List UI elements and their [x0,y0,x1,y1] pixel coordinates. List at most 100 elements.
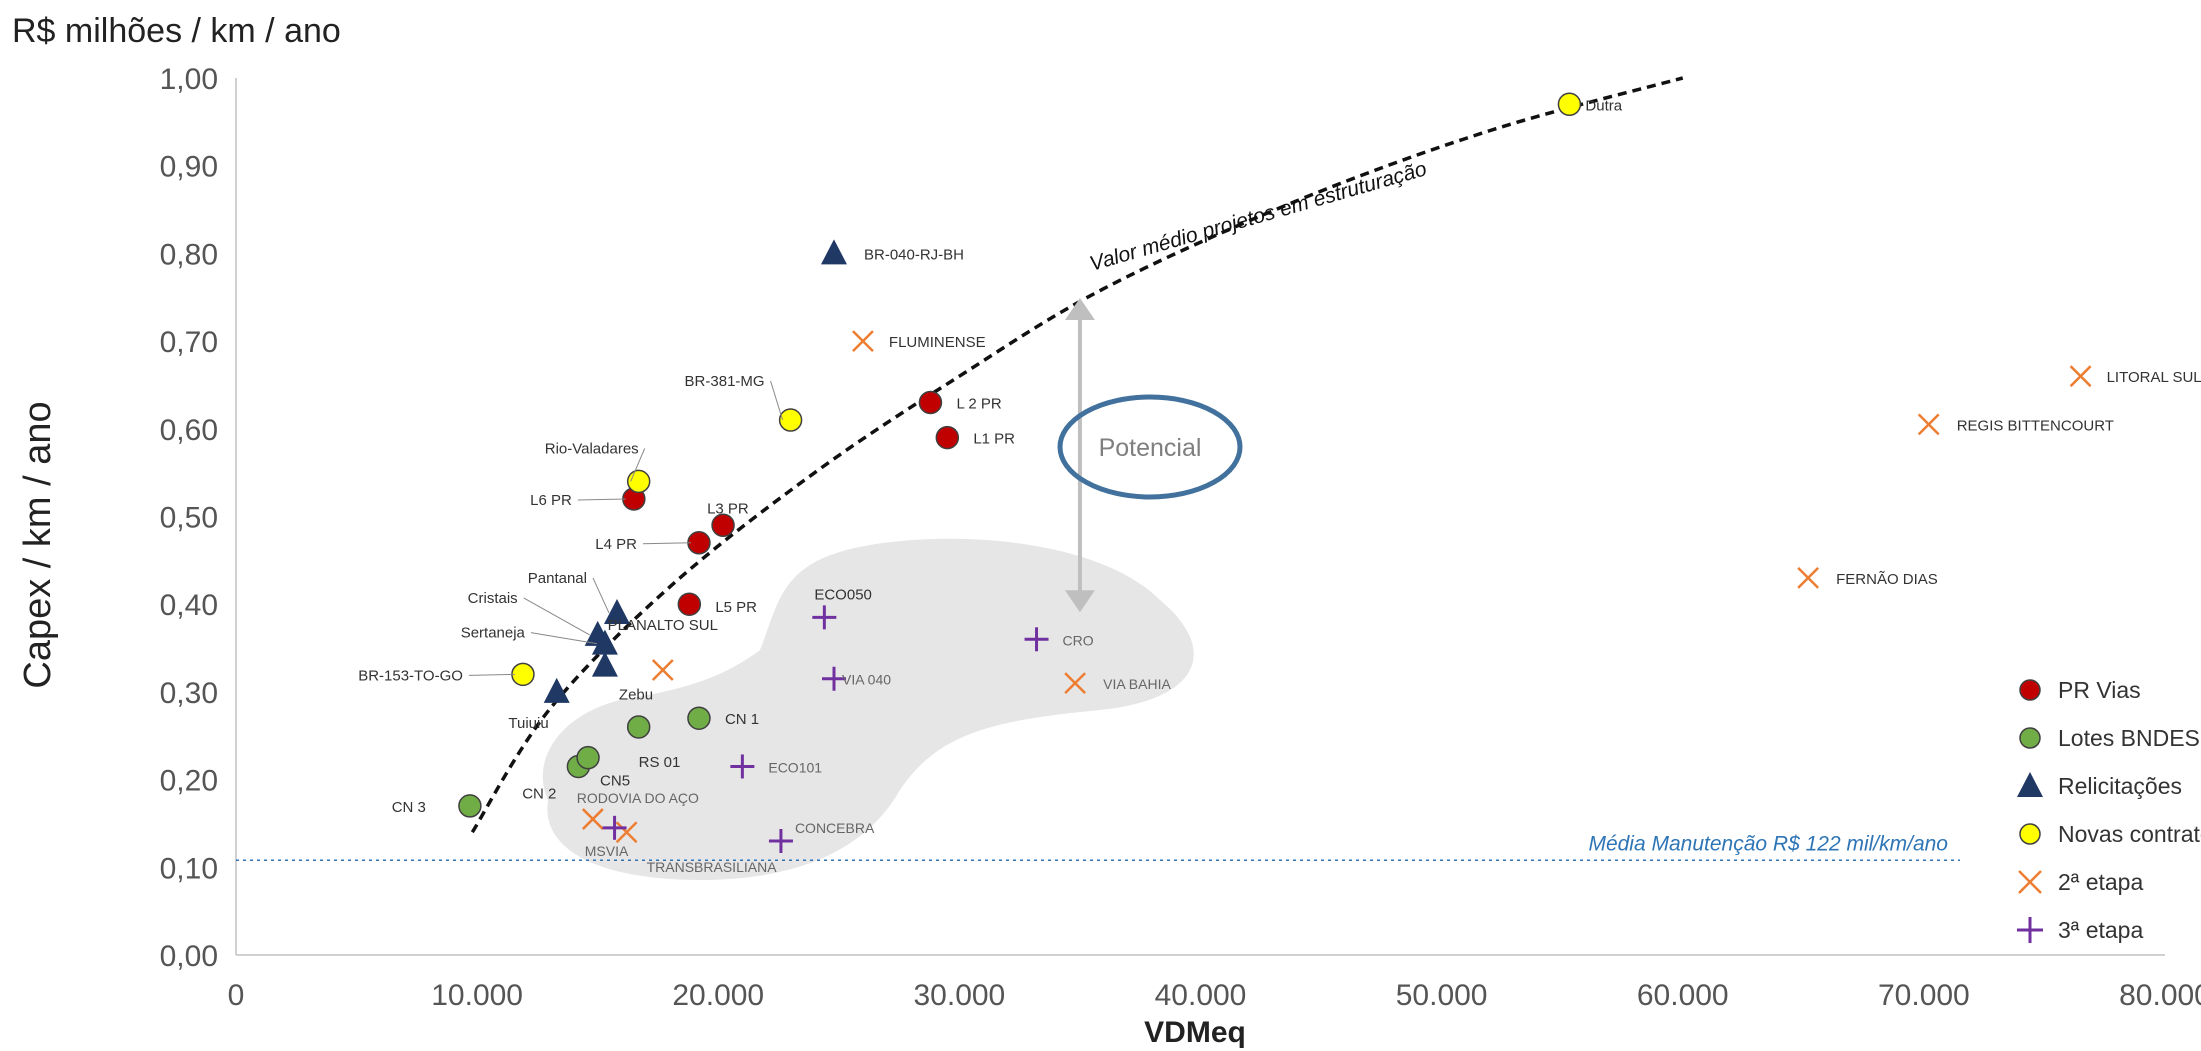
unit-label: R$ milhões / km / ano [12,12,341,50]
point-rs-01 [626,715,651,739]
point-rodovia-do-aco [581,808,604,830]
y-tick-label: 0,50 [160,502,218,535]
point-sertaneja [591,629,618,655]
data-label-cn-2: CN 2 [522,785,556,802]
x-tick-label: 0 [228,979,245,1012]
point-l1-pr [935,425,960,450]
legend-marker-3-etapa [2017,917,2043,943]
point-cn-3 [458,794,482,818]
legend-label-lotes-bndes: Lotes BNDES [2058,725,2200,751]
shaded-region [542,538,1194,880]
leader-l6-pr [577,498,626,501]
leader-br-153-to-go [468,673,515,676]
axes-layer: 0,00 0,10 0,20 0,30 0,40 0,50 0,60 0,70 0,80 0,90… [160,63,2201,1012]
point-planalto-sul-stroke-b [651,659,674,681]
data-label-dutra: Dutra [1585,97,1622,114]
point-br-040-rj-bh [820,239,847,265]
series-lotes-bndes [458,706,711,818]
y-tick-label: 0,60 [160,414,218,447]
point-planalto-sul [651,659,674,681]
point-tuiuiu [543,677,570,703]
data-label-litoral-sul: LITORAL SUL [2107,369,2201,386]
data-label-zebu: Zebu [619,687,653,704]
x-tick-label: 40.000 [1155,979,1247,1012]
point-l3-pr [711,513,735,538]
point-cn-1 [687,706,711,730]
legend-label-pr-vias: PR Vias [2058,677,2141,703]
point-via-bahia [1064,672,1086,695]
point-dutra [1557,92,1582,117]
point-transbrasiliana [615,821,638,844]
leader-sertaneja [530,632,598,645]
data-label-cn5: CN5 [600,773,630,790]
data-label-eco050: ECO050 [814,586,872,603]
y-tick-label: 0,80 [160,238,218,271]
series-relicitacoes [543,239,847,703]
point-br-381-mg [778,408,803,432]
x-tick-label: 20.000 [672,979,764,1012]
legend-marker-2-etapa [2018,870,2042,894]
data-label-tuiuiu: Tuiuiu [508,715,548,732]
data-label-sertaneja: Sertaneja [461,625,526,642]
point-eco050 [812,605,837,630]
y-tick-label: 0,20 [160,765,218,798]
background-layer [542,538,1194,880]
legend-item-relicitacoes: Relicitações [2017,772,2182,799]
x-tick-label: 60.000 [1637,979,1729,1012]
legend-item-lotes-bndes: Lotes BNDES [2019,725,2200,751]
point-via-bahia-stroke-b [1064,672,1086,695]
legend-marker-2-etapa-stroke-b [2018,870,2042,894]
point-cro [1024,627,1049,652]
data-label-cro: CRO [1063,632,1094,648]
y-tick-label: 1,00 [160,63,218,96]
legend-label-novas-contratos: Novas contratos [2058,821,2201,847]
data-label-pantanal: Pantanal [528,570,587,587]
x-tick-label: 10.000 [431,979,523,1012]
point-regis-bittencourt-stroke-b [1917,413,1940,436]
data-label-transbrasiliana: TRANSBRASILIANA [647,859,778,875]
potential-ellipse [1057,394,1243,500]
legend-marker-novas-contratos [2019,823,2041,845]
y-tick-label: 0,70 [160,326,218,359]
x-tick-label: 70.000 [1878,979,1970,1012]
leader-rio-valadares [630,448,646,482]
data-label-br-381-mg: BR-381-MG [685,373,765,390]
x-tick-label: 50.000 [1396,979,1488,1012]
leader-pantanal [592,577,610,614]
legend-marker-relicitacoes [2017,772,2043,797]
reference-line-label: Média Manutenção R$ 122 mil/km/ano [1588,832,1948,855]
point-transbrasiliana-stroke-b [615,821,638,844]
point-l5-pr [677,592,702,616]
point-via-040 [821,666,846,691]
legend-item-2-etapa: 2ª etapa [2018,869,2143,895]
point-concebra [768,828,793,853]
y-tick-label: 0,00 [160,940,218,973]
legend-label-relicitacoes: Relicitações [2058,773,2182,799]
data-label-rodovia-do-aco: RODOVIA DO AÇO [577,790,699,806]
legend-item-3-etapa: 3ª etapa [2017,917,2143,943]
data-label-msvia: MSVIA [585,843,629,859]
point-fluminense-stroke-b [852,330,874,352]
data-label-cn-1: CN 1 [725,711,759,728]
y-tick-label: 0,40 [160,589,218,622]
data-label-planalto-sul: PLANALTO SUL [608,617,718,634]
data-label-l1-pr: L1 PR [973,431,1015,448]
series-2-etapa [581,330,2092,844]
series-pr-vias [622,390,960,616]
point-pantanal [603,598,630,624]
point-l4-pr [687,531,711,555]
potential-arrow-head-up [1064,298,1095,321]
y-axis-title: Capex / km / ano [17,401,59,688]
data-label-cristais: Cristais [468,590,518,607]
data-label-l4-pr: L4 PR [595,536,637,553]
data-label-fluminense: FLUMINENSE [889,334,986,351]
series-novas-contratos [511,92,1582,687]
x-axis-title: VDMeq [1144,1016,1246,1049]
legend-item-novas-contratos: Novas contratos [2019,821,2201,847]
point-litoral-sul [2069,365,2092,388]
data-label-br-040-rj-bh: BR-040-RJ-BH [864,246,964,263]
point-fluminense [852,330,874,352]
data-label-l6-pr: L6 PR [530,492,572,509]
